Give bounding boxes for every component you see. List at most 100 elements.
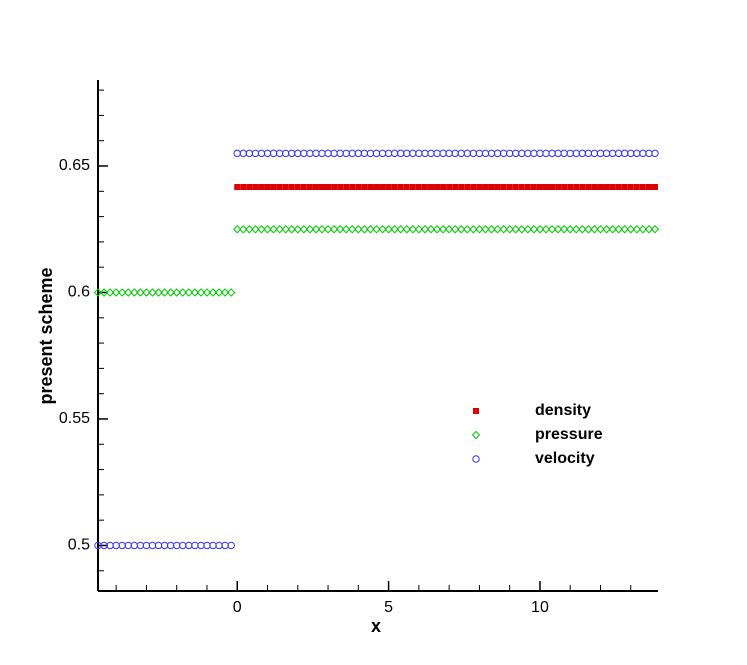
marker-circle: [505, 149, 514, 158]
marker-square: [585, 184, 592, 191]
marker-circle: [336, 149, 344, 158]
marker-circle: [397, 149, 405, 158]
marker-diamond: [384, 225, 393, 234]
marker-diamond: [614, 225, 623, 234]
marker-circle: [518, 149, 526, 158]
marker-circle: [275, 149, 284, 158]
marker-circle: [215, 541, 223, 550]
marker-circle: [602, 149, 611, 158]
marker-diamond: [414, 225, 424, 234]
marker-diamond: [366, 225, 375, 234]
marker-square: [246, 184, 253, 191]
marker-diamond: [493, 225, 502, 234]
marker-square: [446, 184, 453, 191]
marker-square: [300, 184, 307, 191]
marker-circle: [263, 149, 272, 158]
marker-diamond: [299, 225, 309, 234]
marker-circle: [197, 541, 205, 550]
marker-square: [615, 184, 622, 191]
marker-square: [240, 184, 247, 191]
y-tick-label: 0.5: [68, 537, 90, 554]
marker-diamond: [505, 225, 514, 234]
marker-diamond: [245, 225, 254, 234]
marker-circle: [427, 149, 435, 158]
marker-square: [379, 184, 386, 191]
marker-square: [331, 184, 338, 191]
x-tick-label: 5: [384, 599, 393, 616]
marker-square: [397, 184, 404, 191]
marker-diamond: [202, 288, 212, 297]
marker-diamond: [511, 225, 520, 234]
marker-diamond: [335, 225, 345, 234]
marker-circle: [566, 149, 574, 158]
marker-circle: [378, 149, 387, 158]
marker-diamond: [214, 288, 224, 297]
marker-diamond: [396, 225, 405, 234]
marker-circle: [251, 149, 260, 158]
marker-square: [415, 184, 422, 191]
marker-diamond: [602, 225, 611, 234]
marker-square: [373, 184, 380, 191]
legend-label: density: [535, 402, 591, 419]
y-tick-label: 0.6: [68, 284, 90, 301]
marker-diamond: [432, 225, 442, 234]
marker-square: [567, 184, 574, 191]
marker-square: [452, 184, 459, 191]
marker-diamond: [408, 225, 418, 234]
marker-diamond: [535, 225, 545, 234]
marker-diamond: [372, 225, 381, 234]
marker-diamond: [130, 288, 139, 297]
marker-circle: [191, 541, 199, 550]
marker-diamond: [263, 225, 272, 234]
marker-square: [270, 184, 277, 191]
marker-circle: [651, 149, 659, 158]
marker-circle: [148, 541, 157, 550]
marker-circle: [621, 149, 629, 158]
marker-circle: [472, 455, 480, 463]
marker-circle: [173, 541, 181, 550]
marker-circle: [342, 149, 350, 158]
marker-diamond: [644, 225, 654, 234]
marker-square: [306, 184, 313, 191]
marker-circle: [493, 149, 502, 158]
marker-square: [579, 184, 586, 191]
marker-square: [555, 184, 562, 191]
marker-circle: [481, 149, 490, 158]
marker-circle: [118, 541, 126, 550]
marker-circle: [475, 149, 484, 158]
marker-circle: [572, 149, 580, 158]
marker-circle: [639, 149, 647, 158]
marker-circle: [499, 149, 508, 158]
marker-diamond: [251, 225, 260, 234]
marker-diamond: [596, 225, 605, 234]
marker-square: [549, 184, 556, 191]
marker-circle: [403, 149, 411, 158]
marker-diamond: [553, 225, 563, 234]
marker-circle: [269, 149, 278, 158]
marker-diamond: [499, 225, 508, 234]
marker-square: [627, 184, 634, 191]
marker-circle: [257, 149, 266, 158]
marker-circle: [433, 149, 441, 158]
marker-square: [458, 184, 465, 191]
marker-square: [488, 184, 495, 191]
marker-circle: [487, 149, 496, 158]
marker-circle: [166, 541, 175, 550]
marker-circle: [421, 149, 429, 158]
marker-diamond: [608, 225, 617, 234]
marker-square: [361, 184, 368, 191]
marker-diamond: [463, 225, 472, 234]
marker-circle: [578, 149, 587, 158]
marker-circle: [354, 149, 363, 158]
marker-square: [294, 184, 301, 191]
marker-square: [367, 184, 374, 191]
marker-diamond: [348, 225, 357, 234]
marker-diamond: [438, 225, 448, 234]
marker-diamond: [317, 225, 327, 234]
marker-square: [319, 184, 325, 191]
marker-diamond: [487, 225, 496, 234]
y-tick-label: 0.55: [59, 410, 90, 427]
marker-diamond: [99, 288, 109, 297]
marker-circle: [312, 149, 320, 158]
marker-diamond: [111, 288, 121, 297]
